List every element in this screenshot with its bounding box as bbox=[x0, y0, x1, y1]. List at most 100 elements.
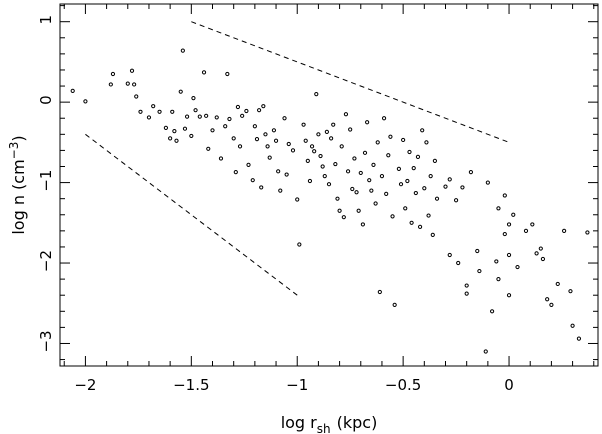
data-point bbox=[398, 182, 404, 187]
data-point bbox=[297, 242, 302, 247]
data-point bbox=[333, 161, 338, 167]
data-point bbox=[420, 128, 425, 133]
data-point bbox=[468, 170, 474, 175]
data-point bbox=[538, 246, 543, 251]
data-point bbox=[206, 146, 211, 151]
data-point bbox=[456, 260, 461, 266]
data-point bbox=[240, 113, 245, 118]
x-tick-label: −0.5 bbox=[385, 376, 421, 394]
data-point bbox=[295, 197, 300, 202]
x-axis-label-main: log r bbox=[281, 413, 317, 432]
data-point bbox=[360, 222, 365, 227]
data-point bbox=[477, 268, 482, 274]
data-point bbox=[163, 125, 169, 130]
data-point bbox=[483, 349, 488, 354]
data-point bbox=[415, 154, 421, 159]
data-point bbox=[312, 149, 317, 154]
data-point bbox=[339, 144, 344, 149]
data-point bbox=[246, 162, 251, 167]
data-point bbox=[170, 109, 175, 114]
data-point bbox=[534, 251, 539, 256]
data-point bbox=[409, 220, 414, 225]
data-point bbox=[405, 178, 410, 184]
data-point bbox=[129, 68, 135, 73]
data-point bbox=[390, 214, 395, 219]
data-point bbox=[83, 99, 88, 104]
data-point bbox=[301, 122, 306, 127]
data-point bbox=[453, 198, 459, 203]
data-point bbox=[233, 170, 238, 175]
data-point bbox=[193, 108, 198, 113]
data-point bbox=[379, 174, 385, 179]
data-point bbox=[447, 252, 452, 258]
data-point bbox=[358, 170, 363, 176]
data-point bbox=[290, 148, 296, 153]
guide-line bbox=[191, 21, 510, 143]
x-axis-label: log rsh (kpc) bbox=[281, 413, 378, 434]
data-point bbox=[134, 94, 139, 99]
data-point bbox=[309, 144, 315, 149]
data-point bbox=[201, 70, 207, 75]
data-point bbox=[356, 208, 361, 213]
data-point bbox=[314, 91, 319, 97]
data-point bbox=[329, 136, 334, 141]
data-point bbox=[345, 169, 351, 174]
data-point bbox=[227, 116, 232, 122]
plot-frame bbox=[59, 3, 599, 367]
data-point bbox=[515, 264, 520, 270]
data-point bbox=[434, 196, 440, 201]
data-point bbox=[320, 164, 325, 169]
data-point bbox=[367, 178, 372, 183]
x-tick-label: −1.5 bbox=[173, 376, 209, 394]
y-axis-label-superscript: −3 bbox=[7, 142, 21, 160]
x-axis-tick-labels: −2 −1.5 −1 −0.5 0 bbox=[74, 376, 513, 394]
data-point bbox=[138, 109, 143, 114]
data-point bbox=[511, 212, 516, 217]
data-point bbox=[261, 104, 266, 109]
y-axis-label-main: log n (cm bbox=[9, 159, 28, 234]
data-point bbox=[417, 224, 423, 229]
y-tick-label: −1 bbox=[37, 170, 55, 192]
data-point bbox=[225, 71, 230, 77]
data-point bbox=[549, 302, 554, 307]
y-axis-label-close: ) bbox=[9, 135, 28, 141]
x-axis-label-unit: (kpc) bbox=[337, 413, 378, 432]
y-axis-tick-labels: −3 −2 −1 0 1 bbox=[37, 15, 55, 353]
data-point bbox=[172, 129, 177, 134]
data-point bbox=[540, 256, 546, 262]
data-point bbox=[303, 138, 308, 143]
data-point bbox=[386, 153, 391, 158]
data-point bbox=[316, 132, 321, 137]
dashed-guide-lines bbox=[85, 21, 510, 296]
data-point bbox=[443, 184, 448, 189]
data-point bbox=[318, 153, 323, 159]
data-point bbox=[447, 177, 452, 182]
data-point bbox=[125, 81, 130, 86]
data-point bbox=[235, 104, 241, 110]
data-point bbox=[286, 141, 291, 147]
data-point bbox=[585, 230, 590, 235]
data-point bbox=[371, 162, 376, 167]
x-tick-label: 0 bbox=[504, 376, 514, 394]
data-point bbox=[151, 104, 156, 109]
data-point bbox=[422, 186, 427, 191]
data-point bbox=[341, 215, 346, 220]
data-point bbox=[278, 188, 283, 193]
data-point bbox=[180, 48, 185, 53]
data-point bbox=[464, 291, 469, 296]
data-point bbox=[388, 134, 393, 139]
data-point bbox=[350, 186, 355, 192]
data-point bbox=[110, 71, 116, 77]
data-point bbox=[146, 115, 152, 120]
data-point bbox=[204, 113, 209, 118]
data-point bbox=[307, 178, 313, 184]
data-point bbox=[392, 302, 397, 307]
data-point bbox=[576, 336, 582, 341]
data-point bbox=[396, 166, 401, 172]
data-point bbox=[496, 206, 501, 211]
data-point bbox=[424, 140, 429, 145]
data-point bbox=[223, 124, 228, 129]
data-point bbox=[555, 281, 560, 287]
data-point bbox=[267, 155, 272, 160]
data-point bbox=[545, 297, 550, 302]
